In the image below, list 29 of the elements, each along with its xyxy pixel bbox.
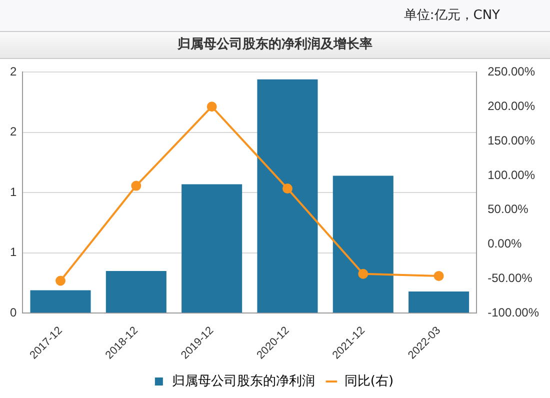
y2-tick-label: -50.00% [488,271,533,286]
bar [182,184,242,313]
y2-tick-label: 50.00% [488,202,529,216]
legend-label: 同比(右) [344,374,394,389]
text: 单位:亿元，CNY [0,0,550,32]
y2-tick-label: 100.00% [488,168,536,182]
y-tick-label: 2 [10,64,17,79]
point [358,268,368,279]
chart-title: 归属母公司股东的净利润及增长率 [0,32,550,59]
y2-tick-label: 0.00% [488,236,522,251]
bar [106,270,166,313]
y-tick-label: 1 [10,245,17,260]
bar [332,176,394,313]
point [131,180,142,191]
bar [408,291,470,313]
y2-tick-label: 150.00% [488,133,536,148]
y2-tick-label: -100.00% [488,305,540,320]
bar [30,290,91,313]
point [206,102,217,112]
y-tick-label: 0 [10,305,17,320]
y-tick-label: 1 [10,184,17,199]
y-tick-label: 2 [10,124,17,139]
point [56,276,66,286]
y2-tick-label: 200.00% [488,98,536,113]
legend-label: 归属母公司股东的净利润 [172,374,315,389]
bar [257,79,318,313]
point [434,270,444,281]
point [282,184,292,194]
y2-tick-label: 250.00% [488,64,536,79]
